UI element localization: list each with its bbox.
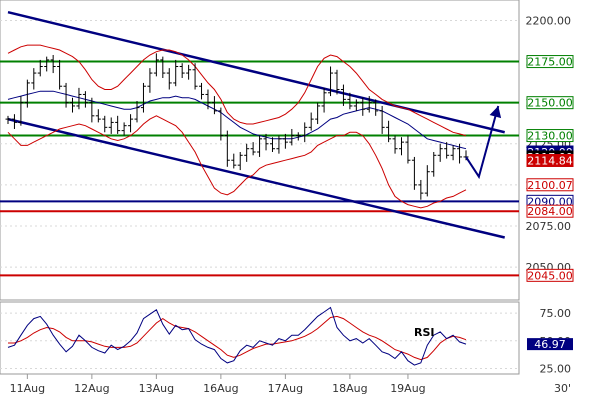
value-tag-label: 2114.84 (527, 154, 573, 167)
level-tag-box (526, 204, 574, 218)
time-tick-label: 12Aug (74, 382, 109, 395)
timeframe-label: 30' (554, 382, 571, 395)
price-tick-label: 2200.00 (526, 14, 572, 27)
time-tick-label: 18Aug (332, 382, 367, 395)
forecast-arrowhead (489, 106, 502, 119)
level-labels: 2175.002150.002130.002090.002084.002045.… (526, 55, 574, 282)
price-axis: 2200.002175.002150.002125.002100.002075.… (526, 14, 572, 274)
rsi-tick-label: 75.00 (540, 307, 572, 320)
value-tag-box (526, 153, 574, 167)
moving-average-line (7, 90, 467, 150)
level-tag-box (526, 268, 574, 282)
value-tag-label: 2100.07 (527, 179, 573, 192)
bollinger-upper-line (7, 44, 467, 137)
rsi-tick-label: 25.00 (540, 362, 572, 375)
time-tick-label: 17Aug (268, 382, 303, 395)
rsi-value-tag-label: 46.97 (534, 338, 566, 351)
level-tag-label: 2130.00 (527, 130, 573, 143)
level-tag-label: 2150.00 (527, 97, 573, 110)
rsi-line (7, 306, 467, 366)
level-tag-box (526, 55, 574, 69)
channel-line (7, 117, 505, 239)
forecast-arrow (465, 105, 502, 180)
level-tag-box (526, 96, 574, 110)
time-axis: 11Aug 12Aug 13Aug 16Aug 17Aug 18Aug 19Aug (10, 374, 426, 395)
level-tag-box (526, 129, 574, 143)
bollinger-bands (7, 44, 467, 209)
level-tag-label: 2084.00 (527, 205, 573, 218)
price-tick-label: 2075.00 (526, 220, 572, 233)
rsi-title: RSI (414, 326, 435, 339)
moving-average (7, 90, 467, 150)
trend-channel (7, 11, 505, 239)
value-tag-box (526, 178, 574, 192)
time-tick-label: 11Aug (10, 382, 45, 395)
rsi-value-tag-box (527, 338, 573, 351)
level-tag-label: 2045.00 (527, 269, 573, 282)
level-tag-label: 2175.00 (527, 56, 573, 69)
bollinger-lower-line (7, 115, 467, 209)
rsi-lines (7, 306, 467, 366)
forecast-path (465, 105, 500, 180)
time-tick-label: 13Aug (139, 382, 174, 395)
channel-line (7, 11, 505, 134)
ohlc-bars (5, 53, 469, 200)
time-tick-label: 19Aug (390, 382, 425, 395)
time-tick-label: 16Aug (203, 382, 238, 395)
